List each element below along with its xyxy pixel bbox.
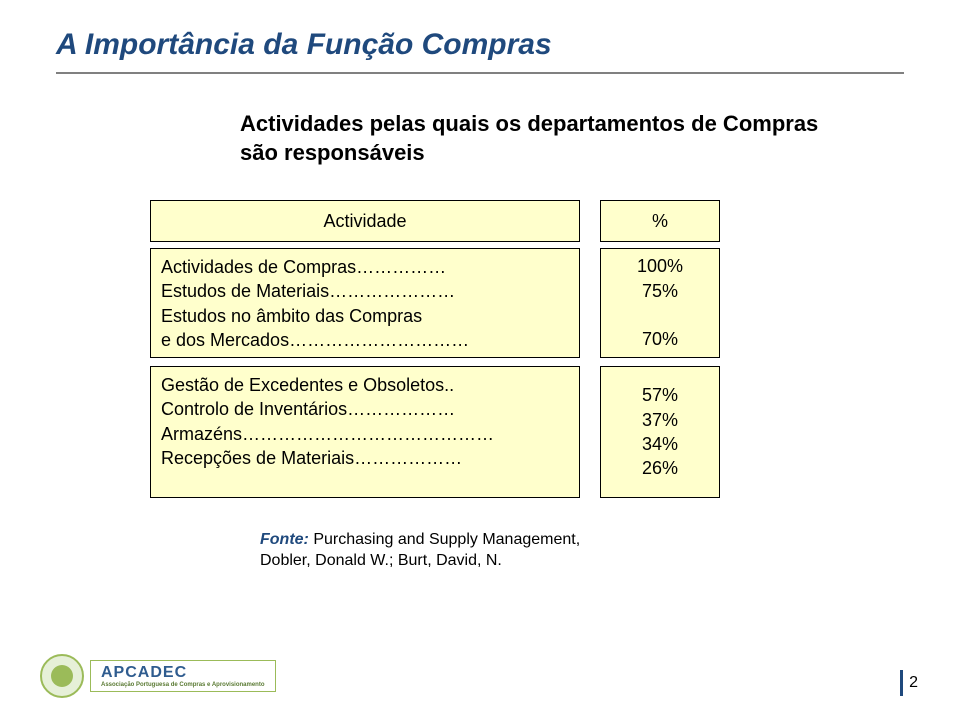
title-underline	[56, 72, 904, 74]
group1-percents-text: 100% 75% 70%	[637, 254, 683, 351]
slide: A Importância da Função Compras Activida…	[0, 0, 960, 720]
page-number-value: 2	[909, 674, 918, 692]
group2-activities-text: Gestão de Excedentes e Obsoletos.. Contr…	[161, 373, 494, 470]
group2-activities-cell: Gestão de Excedentes e Obsoletos.. Contr…	[150, 366, 580, 498]
logo-acronym: APCADEC	[101, 664, 187, 681]
source-line1: Purchasing and Supply Management,	[309, 531, 580, 548]
page-number-bar-icon	[900, 670, 903, 696]
page-title: A Importância da Função Compras	[56, 28, 904, 70]
source-label: Fonte:	[260, 531, 309, 548]
group1-activities-text: Actividades de Compras…………… Estudos de M…	[161, 255, 469, 352]
header-percent-label: %	[652, 211, 668, 232]
group1-percents-cell: 100% 75% 70%	[600, 248, 720, 358]
logo-inner-icon	[51, 665, 73, 687]
group1-activities-cell: Actividades de Compras…………… Estudos de M…	[150, 248, 580, 358]
title-area: A Importância da Função Compras	[56, 28, 904, 70]
group2-percents-cell: 57% 37% 34% 26%	[600, 366, 720, 498]
header-percent-cell: %	[600, 200, 720, 242]
source-line2: Dobler, Donald W.; Burt, David, N.	[260, 552, 502, 569]
header-activity-cell: Actividade	[150, 200, 580, 242]
logo-text: APCADEC Associação Portuguesa de Compras…	[90, 660, 276, 692]
group2-percents-text: 57% 37% 34% 26%	[642, 383, 678, 480]
logo: APCADEC Associação Portuguesa de Compras…	[40, 654, 276, 698]
subtitle: Actividades pelas quais os departamentos…	[240, 110, 840, 167]
logo-subtitle: Associação Portuguesa de Compras e Aprov…	[101, 682, 265, 688]
page-number: 2	[900, 670, 918, 696]
logo-badge-icon	[40, 654, 84, 698]
source-citation: Fonte: Purchasing and Supply Management,…	[260, 530, 840, 572]
header-activity-label: Actividade	[323, 211, 406, 232]
